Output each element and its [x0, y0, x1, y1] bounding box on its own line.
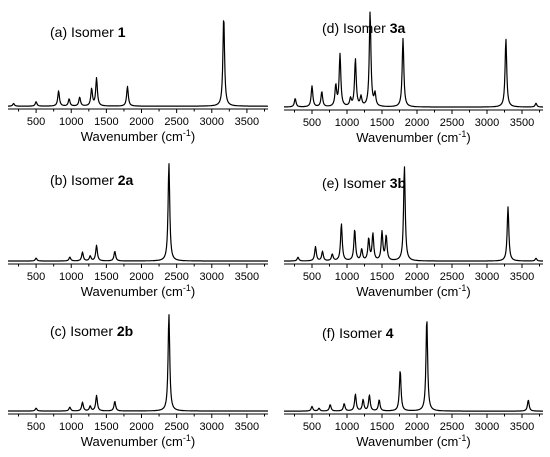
panel-e-tick-label: 2000	[405, 271, 429, 283]
panel-f-tick-label: 500	[303, 421, 321, 433]
panel-c-tick-label: 500	[27, 421, 45, 433]
panel-d-tick-label: 500	[303, 117, 321, 129]
panel-d-tick-label: 1500	[370, 117, 394, 129]
panel-f-tick-label: 1500	[370, 421, 394, 433]
panel-b-tick-label: 2000	[129, 271, 153, 283]
panel-b-tick-label: 3000	[200, 271, 224, 283]
panel-d-x-axis-label: Wavenumber (cm-1)	[356, 129, 470, 145]
panel-b-isomer-id: 2a	[118, 172, 134, 188]
panel-a-tick-label: 500	[27, 116, 45, 128]
panel-d-title-prefix: (d) Isomer	[322, 20, 390, 36]
panel-d-tick-label: 1000	[335, 117, 359, 129]
panel-c-tick-label: 2500	[164, 421, 188, 433]
panel-d: (d) Isomer 3a 500 1000 1500 2000 2500 3000 3500…	[283, 11, 544, 145]
panel-b-title-prefix: (b) Isomer	[50, 172, 118, 188]
panel-d-tick-label: 3500	[510, 117, 534, 129]
panel-d-title: (d) Isomer 3a	[322, 20, 405, 36]
panel-f-spectrum-line	[283, 321, 544, 412]
panel-d-tick-label: 3000	[475, 117, 499, 129]
panel-e-tick-label: 2500	[440, 271, 464, 283]
panel-b: (b) Isomer 2a 500 1000 1500 2000 2500 3000 3500…	[7, 163, 269, 299]
panel-f-isomer-id: 4	[386, 325, 394, 341]
panel-c-tick-label: 1000	[59, 421, 83, 433]
panel-a: (a) Isomer 1500 1000 1500 2000 2500 3000 3500W…	[7, 20, 269, 144]
panel-e: (e) Isomer 3b 500 1000 1500 2000 2500 3000 3500…	[283, 166, 544, 299]
panel-a-tick-label: 2000	[129, 116, 153, 128]
panel-d-tick-label: 2000	[405, 117, 429, 129]
panel-f-tick-label: 2000	[405, 421, 429, 433]
panel-a-isomer-id: 1	[118, 24, 126, 40]
panel-b-tick-label: 1500	[94, 271, 118, 283]
panel-b-tick-label: 2500	[164, 271, 188, 283]
panel-e-tick-label: 1000	[335, 271, 359, 283]
panel-e-isomer-id: 3b	[390, 175, 406, 191]
panel-a-tick-label: 2500	[164, 116, 188, 128]
panel-b-tick-label: 3500	[235, 271, 259, 283]
panel-c-x-axis-label: Wavenumber (cm-1)	[81, 433, 195, 449]
panel-f: (f) Isomer 4 500 1000 1500 2000 2500 3000 3500 W…	[283, 321, 544, 449]
panel-e-spectrum-line	[283, 166, 544, 262]
panel-a-spectrum-line	[7, 20, 269, 107]
panel-c-title: (c) Isomer 2b	[50, 323, 133, 339]
panel-c-isomer-id: 2b	[117, 323, 133, 339]
panel-f-tick-label: 3500	[510, 421, 534, 433]
panel-a-title: (a) Isomer 1	[50, 24, 126, 40]
panel-a-x-axis-label: Wavenumber (cm-1)	[81, 128, 195, 144]
panel-c-title-prefix: (c) Isomer	[50, 323, 117, 339]
panel-f-tick-label: 1000	[335, 421, 359, 433]
panel-a-tick-label: 1000	[59, 116, 83, 128]
panel-e-title-prefix: (e) Isomer	[322, 175, 390, 191]
panel-c-tick-label: 3000	[200, 421, 224, 433]
panel-e-tick-label: 1500	[370, 271, 394, 283]
panel-f-title: (f) Isomer 4	[322, 325, 394, 341]
panel-b-x-axis-label: Wavenumber (cm-1)	[81, 283, 195, 299]
panel-c-tick-label: 1500	[94, 421, 118, 433]
panel-b-tick-label: 500	[27, 271, 45, 283]
panel-c: (c) Isomer 2b 500 1000 1500 2000 2500 3000 3500…	[7, 314, 269, 449]
panel-f-tick-label: 3000	[475, 421, 499, 433]
panel-a-title-prefix: (a) Isomer	[50, 24, 118, 40]
panel-c-tick-label: 3500	[235, 421, 259, 433]
panel-e-tick-label: 3500	[510, 271, 534, 283]
panel-c-spectrum-line	[7, 314, 269, 412]
panel-e-title: (e) Isomer 3b	[322, 175, 406, 191]
panel-c-tick-label: 2000	[129, 421, 153, 433]
panel-d-isomer-id: 3a	[390, 20, 406, 36]
panel-e-tick-label: 500	[303, 271, 321, 283]
panel-e-x-axis-label: Wavenumber (cm-1)	[356, 283, 470, 299]
panel-d-spectrum-line	[283, 11, 544, 108]
panel-b-spectrum-line	[7, 163, 269, 262]
panel-f-title-prefix: (f) Isomer	[322, 325, 386, 341]
panel-d-tick-label: 2500	[440, 117, 464, 129]
panel-f-x-axis-label: Wavenumber (cm-1)	[356, 433, 470, 449]
panel-a-tick-label: 1500	[94, 116, 118, 128]
panel-b-title: (b) Isomer 2a	[50, 172, 133, 188]
panel-a-tick-label: 3000	[200, 116, 224, 128]
panel-e-tick-label: 3000	[475, 271, 499, 283]
panel-a-tick-label: 3500	[235, 116, 259, 128]
panel-f-tick-label: 2500	[440, 421, 464, 433]
panel-b-tick-label: 1000	[59, 271, 83, 283]
